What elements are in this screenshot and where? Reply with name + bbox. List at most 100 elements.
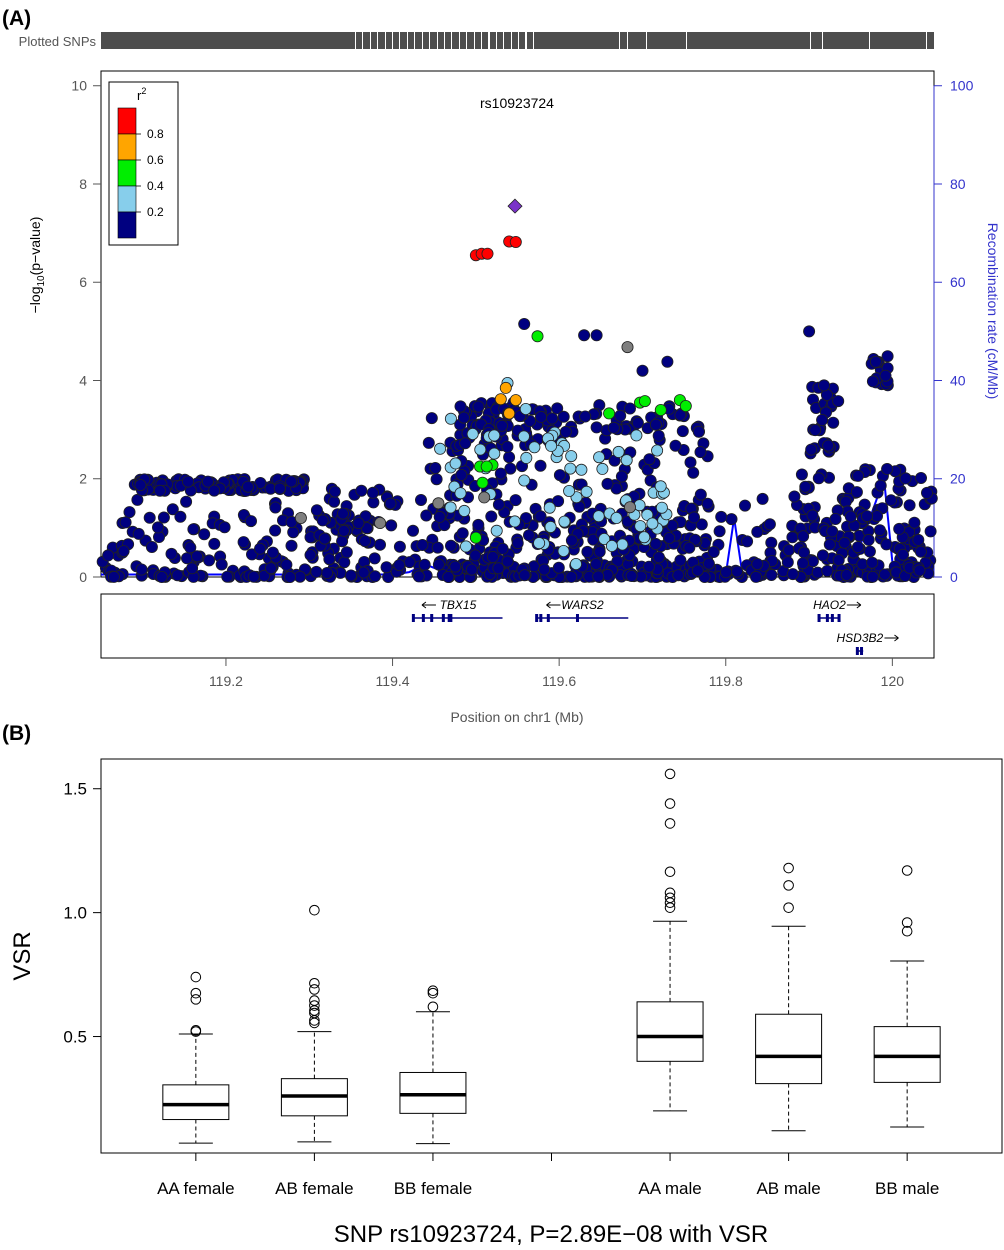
snp-point-r2-0.2 (459, 540, 472, 553)
snp-point-low-ld (565, 534, 578, 547)
snp-point-low-ld (649, 418, 662, 431)
snp-point-r2-0.8 (481, 247, 494, 260)
snp-point-low-ld (107, 570, 120, 583)
boxplot-group (399, 985, 467, 1145)
snp-point-low-ld (786, 531, 799, 544)
legend-label: 0.4 (147, 179, 164, 193)
snp-point-low-ld (652, 429, 665, 442)
snp-point-low-ld (208, 537, 221, 550)
snp-point-low-ld (862, 533, 875, 546)
snp-point-no-ld (621, 341, 634, 354)
plotted-snps-label: Plotted SNPs (19, 34, 97, 49)
snp-point-low-ld (457, 411, 470, 424)
gene-strand-arrow (546, 601, 561, 609)
snp-point-low-ld (316, 514, 329, 527)
snp-point-low-ld (431, 541, 444, 554)
y-tick-label: 0 (79, 569, 87, 585)
snp-point-r2-0.2 (593, 451, 606, 464)
snp-point-no-ld (432, 497, 445, 510)
snp-point-r2-0.2 (634, 520, 647, 533)
snp-strip-gap (377, 32, 378, 49)
snp-points-layer (96, 198, 938, 584)
snp-point-r2-0.2 (458, 504, 471, 517)
snp-strip-gap (481, 32, 482, 49)
boxplot-boxes (162, 768, 941, 1145)
snp-point-low-ld (416, 539, 429, 552)
snp-point-low-ld (788, 490, 801, 503)
snp-point-low-ld (425, 412, 438, 425)
snp-point-low-ld (406, 524, 419, 537)
y-tick-label: 8 (79, 176, 87, 192)
snp-point-r2-0.2 (616, 538, 629, 551)
snp-strip-gap (489, 32, 490, 49)
snp-point-low-ld (366, 486, 379, 499)
snp-point-low-ld (535, 410, 548, 423)
outlier-point (427, 987, 439, 999)
right-y-axis: 0 20 40 60 80 100 (933, 78, 974, 585)
snp-point-low-ld (203, 554, 216, 567)
snp-point-r2-0.2 (612, 445, 625, 458)
outlier-point (309, 1007, 320, 1019)
snp-point-r2-0.2 (654, 480, 667, 493)
snp-point-low-ld (352, 517, 365, 530)
snp-point-low-ld (765, 536, 778, 549)
snp-point-low-ld (117, 545, 130, 558)
snp-point-low-ld (799, 480, 812, 493)
boxplot-x-axis: AA female AB female BB female AA male AB mal… (157, 1153, 939, 1198)
snp-point-r2-0.6 (494, 393, 507, 406)
snp-point-low-ld (430, 473, 443, 486)
snp-point-low-ld (694, 488, 707, 501)
gene-exon (546, 614, 550, 622)
snp-point-r2-0.2 (620, 454, 633, 467)
snp-point-r2-0.2 (517, 430, 530, 443)
snp-point-low-ld (244, 515, 257, 528)
snp-point-low-ld (518, 317, 531, 330)
panel-b-label: (B) (2, 722, 31, 745)
snp-point-low-ld (174, 510, 187, 523)
snp-point-low-ld (414, 493, 427, 506)
boxplot-y-tick-label: 1.5 (63, 780, 87, 799)
snp-point-no-ld (374, 517, 387, 530)
snp-point-low-ld (321, 567, 334, 580)
snp-point-r2-0.2 (557, 545, 570, 558)
snp-point-low-ld (318, 532, 331, 545)
gene-exon (855, 647, 859, 655)
snp-point-low-ld (449, 560, 462, 573)
snp-strip-gap (488, 32, 489, 49)
snp-point-r2-0.2 (638, 531, 651, 544)
snp-point-low-ld (384, 497, 397, 510)
snp-point-r2-0.6 (503, 407, 516, 420)
outlier-point (190, 994, 202, 1005)
gene-label: HAO2 (813, 598, 846, 612)
snp-point-low-ld (879, 369, 892, 382)
gene-exon (860, 647, 864, 655)
snp-point-r2-0.2 (444, 501, 457, 514)
ylabel-subscript: 10 (36, 275, 47, 287)
snp-point-low-ld (355, 484, 368, 497)
snp-point-low-ld (822, 439, 835, 452)
snp-point-low-ld (707, 546, 720, 559)
snp-point-low-ld (839, 495, 852, 508)
snp-point-low-ld (795, 468, 808, 481)
snp-strip-gap (619, 32, 620, 49)
snp-point-low-ld (187, 523, 200, 536)
outlier-point (664, 887, 676, 899)
snp-point-low-ld (420, 509, 433, 522)
snp-point-low-ld (241, 480, 254, 493)
snp-point-low-ld (844, 510, 857, 523)
lead-snp-marker (507, 198, 523, 214)
snp-point-low-ld (661, 355, 674, 368)
outlier-point (901, 925, 913, 937)
boxplot-category-label: AA male (638, 1179, 701, 1198)
snp-point-low-ld (674, 408, 687, 421)
snp-point-low-ld (433, 510, 446, 523)
snp-point-r2-0.2 (543, 501, 556, 514)
snp-point-low-ld (840, 569, 853, 582)
snp-point-low-ld (429, 461, 442, 474)
snp-point-r2-0.2 (544, 520, 557, 533)
snp-point-no-ld (478, 491, 491, 504)
legend-label: 0.8 (147, 127, 164, 141)
iqr-box (755, 1013, 823, 1085)
snp-point-low-ld (328, 495, 341, 508)
y2-tick-label: 100 (950, 78, 974, 94)
